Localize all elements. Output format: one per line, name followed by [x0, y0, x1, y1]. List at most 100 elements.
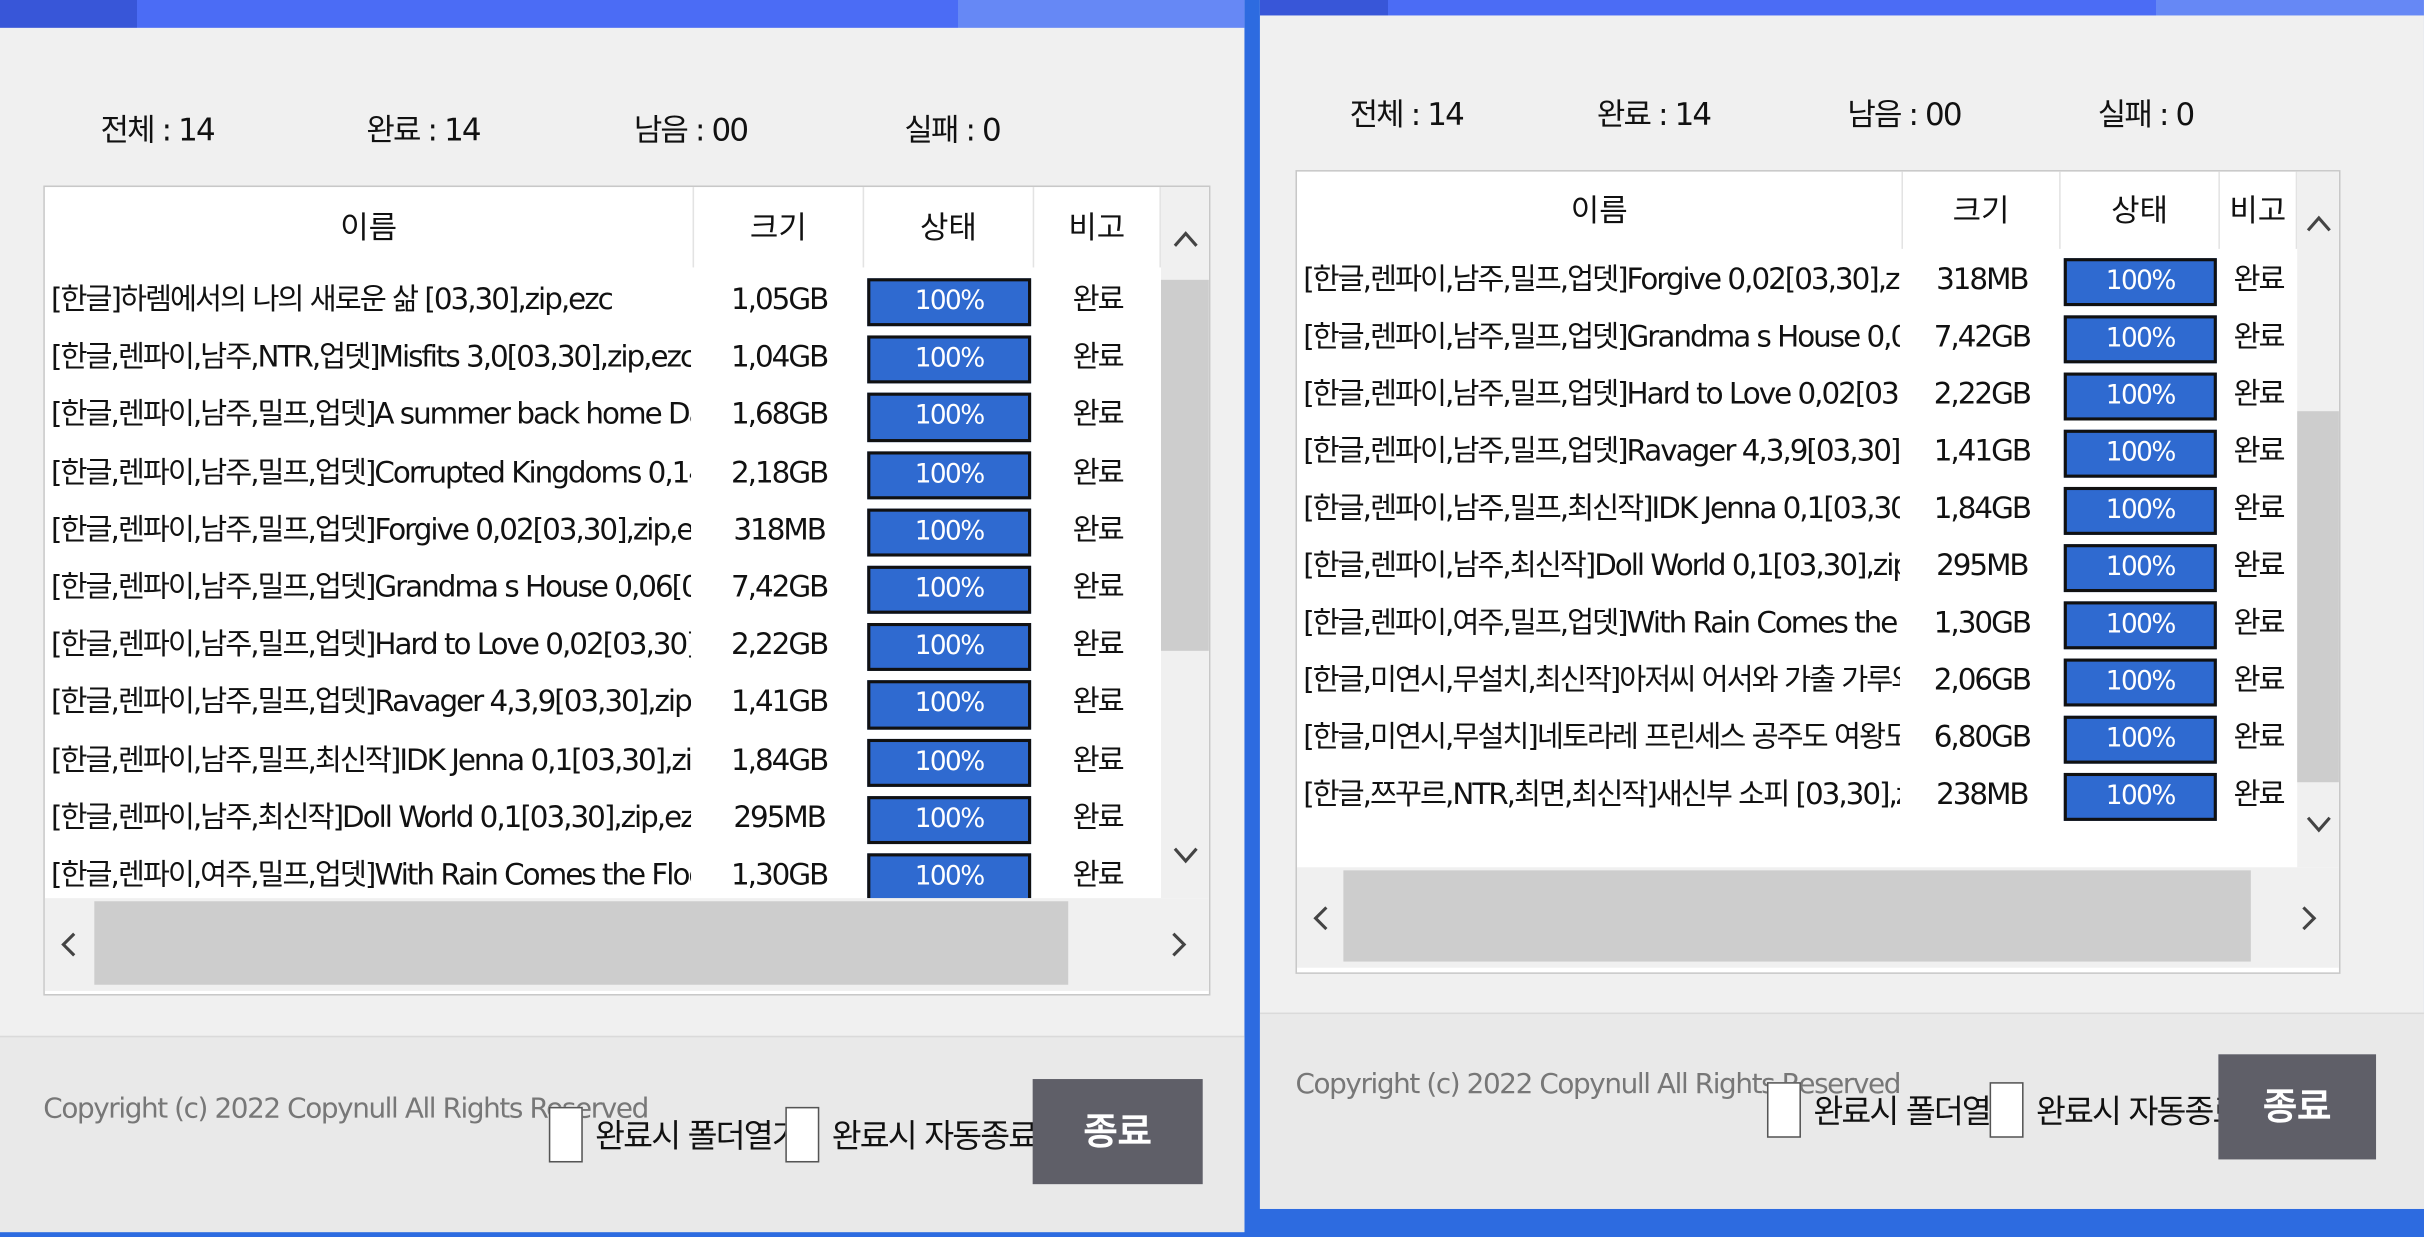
list-row[interactable]: [한글,렌파이,남주,밀프,업뎃]Grandma s House 0,06[03…	[1297, 309, 2297, 366]
list-row[interactable]: [한글,렌파이,남주,밀프,업뎃]Ravager 4,3,9[03,30],zi…	[45, 675, 1161, 732]
progress-bar: 100%	[2063, 715, 2217, 764]
checkbox[interactable]	[1989, 1082, 2024, 1138]
chevron	[1172, 847, 1197, 864]
file-name: [한글,미연시,무설치,최신작]아저씨 어서와 가출 가루와 시작하	[1303, 663, 1900, 698]
status-note: 완료	[2233, 320, 2286, 355]
progress-bar: 100%	[867, 565, 1032, 615]
list-row[interactable]: [한글,미연시,무설치]네토라레 프린세스 공주도 여왕도 여기사(6,80GB…	[1297, 710, 2297, 767]
chevron	[2306, 215, 2331, 232]
file-list: 이름 크기 상태 비고 [한글]하렘에서의 나의 새로운 삶 [03,30],zip,e…	[43, 185, 1211, 996]
progress-bar: 100%	[2063, 429, 2217, 478]
checkbox-label[interactable]: 완료시 폴더열기	[595, 1117, 801, 1155]
vertical-scrollbar[interactable]	[2297, 171, 2339, 868]
column-header[interactable]: 이름	[1297, 171, 1904, 249]
list-row[interactable]: [한글,렌파이,남주,밀프,업뎃]Ravager 4,3,9[03,30],zi…	[1297, 424, 2297, 481]
file-name: [한글,렌파이,남주,밀프,업뎃]Forgive 0,02[03,30],zip…	[1303, 262, 1900, 297]
column-header[interactable]: 이름	[45, 187, 695, 268]
checkbox-label[interactable]: 완료시 자동종료	[2035, 1092, 2242, 1131]
close-button[interactable]: 종료	[1032, 1079, 1203, 1185]
rows-area: [한글]하렘에서의 나의 새로운 삶 [03,30],zip,ezc 1,05GB…	[45, 187, 1161, 899]
status-note: 완료	[1072, 800, 1125, 835]
scroll-up[interactable]	[1169, 224, 1200, 255]
scroll-down[interactable]	[2303, 809, 2334, 840]
list-row[interactable]: [한글,렌파이,남주,밀프,업뎃]Corrupted Kingdoms 0,14…	[45, 445, 1161, 502]
file-size: 1,41GB	[1933, 434, 2032, 469]
list-row[interactable]: [한글,렌파이,남주,밀프,업뎃]Hard to Love 0,02[03,30…	[45, 617, 1161, 674]
status-note: 완료	[2233, 777, 2286, 812]
stat-label: 전체 : 14	[100, 111, 215, 149]
scroll-down[interactable]	[1169, 839, 1200, 870]
status-note: 완료	[1072, 397, 1125, 432]
chevron	[1313, 905, 1328, 930]
checkbox-label[interactable]: 완료시 자동종료	[831, 1117, 1038, 1155]
column-header[interactable]: 상태	[864, 187, 1035, 268]
list-row[interactable]: [한글,렌파이,여주,밀프,업뎃]With Rain Comes the Flo…	[1297, 595, 2297, 652]
file-size: 1,84GB	[1933, 491, 2032, 526]
file-size: 1,41GB	[730, 685, 829, 720]
app-window: 전체 : 14 완료 : 14 남음 : 00 실패 : 0 이름 크기 상태 비고 [한글,렌…	[1259, 0, 2424, 1209]
close-button[interactable]: 종료	[2218, 1054, 2377, 1160]
horizontal-scrollbar[interactable]	[1297, 867, 2339, 968]
column-header[interactable]: 상태	[2061, 171, 2220, 249]
scroll-left[interactable]	[54, 929, 85, 960]
horizontal-scrollbar[interactable]	[44, 898, 1209, 991]
vertical-scrollbar[interactable]	[1160, 187, 1209, 899]
column-header[interactable]: 비고	[1034, 187, 1161, 268]
progress-bar: 100%	[867, 795, 1032, 845]
scroll-right[interactable]	[1163, 929, 1194, 960]
scroll-right[interactable]	[2293, 902, 2324, 933]
scroll-thumb[interactable]	[2297, 411, 2339, 783]
stat-label: 남음 : 00	[1847, 95, 1962, 133]
list-row[interactable]: [한글,미연시,무설치,최신작]아저씨 어서와 가출 가루와 시작하 2,06GB…	[1297, 652, 2297, 709]
column-header[interactable]: 비고	[2220, 171, 2298, 249]
list-row[interactable]: [한글,렌파이,남주,밀프,업뎃]Hard to Love 0,02[03,30…	[1297, 366, 2297, 423]
list-row[interactable]: [한글,렌파이,남주,밀프,업뎃]Grandma s House 0,06[03…	[45, 560, 1161, 617]
list-row[interactable]: [한글,렌파이,남주,밀프,최신작]IDK Jenna 0,1[03,30],z…	[1297, 481, 2297, 538]
list-row[interactable]: [한글,렌파이,남주,밀프,업뎃]A summer back home Day,…	[45, 387, 1161, 444]
progress-bar: 100%	[2063, 601, 2217, 650]
checkbox[interactable]	[785, 1106, 820, 1163]
title-bar	[1259, 0, 2424, 16]
list-row[interactable]: [한글]하렘에서의 나의 새로운 삶 [03,30],zip,ezc 1,05GB…	[45, 272, 1161, 329]
scroll-thumb[interactable]	[94, 901, 1069, 985]
file-size: 1,04GB	[730, 340, 829, 375]
column-header[interactable]: 크기	[694, 187, 865, 268]
status-note: 완료	[1072, 455, 1125, 490]
file-name: [한글,렌파이,여주,밀프,업뎃]With Rain Comes the Flo…	[1303, 605, 1900, 641]
progress-bar: 100%	[867, 623, 1032, 672]
file-size: 2,06GB	[1933, 663, 2032, 698]
progress-bar: 100%	[2063, 315, 2217, 364]
status-note: 완료	[1072, 685, 1125, 720]
file-size: 2,22GB	[1933, 377, 2032, 412]
status-note: 완료	[2233, 377, 2286, 412]
list-row[interactable]: [한글,렌파이,남주,밀프,업뎃]Forgive 0,02[03,30],zip…	[1297, 252, 2297, 309]
progress-bar: 100%	[2063, 258, 2217, 307]
checkbox-label[interactable]: 완료시 폴더열기	[1813, 1092, 2019, 1131]
file-name: [한글,렌파이,남주,밀프,업뎃]Grandma s House 0,06[03…	[1303, 320, 1900, 355]
file-size: 1,84GB	[730, 742, 829, 777]
column-header[interactable]: 크기	[1903, 171, 2061, 249]
file-name: [한글,렌파이,남주,밀프,업뎃]Forgive 0,02[03,30],zip…	[51, 512, 692, 547]
progress-bar: 100%	[2063, 486, 2217, 535]
scroll-left[interactable]	[1306, 902, 1337, 933]
checkbox[interactable]	[548, 1106, 583, 1163]
status-note: 완료	[1072, 742, 1125, 777]
list-row[interactable]: [한글,렌파이,남주,밀프,최신작]IDK Jenna 0,1[03,30],z…	[45, 732, 1161, 789]
list-row[interactable]: [한글,렌파이,남주,최신작]Doll World 0,1[03,30],zip…	[1297, 538, 2297, 595]
list-row[interactable]: [한글,쯔꾸르,NTR,최면,최신작]새신부 소피 [03,30],zip,ez…	[1297, 767, 2297, 824]
list-row[interactable]: [한글,렌파이,남주,최신작]Doll World 0,1[03,30],zip…	[45, 790, 1161, 847]
checkbox[interactable]	[1766, 1082, 1801, 1138]
status-note: 완료	[1072, 282, 1125, 317]
list-row[interactable]: [한글,렌파이,여주,밀프,업뎃]With Rain Comes the Flo…	[45, 847, 1161, 899]
stat-label: 전체 : 14	[1349, 95, 1465, 133]
scroll-up[interactable]	[2303, 209, 2334, 240]
scroll-thumb[interactable]	[1343, 870, 2251, 962]
scroll-thumb[interactable]	[1160, 279, 1209, 651]
title-bar	[0, 0, 1245, 28]
copyright: Copyright (c) 2022 Copynull All Rights R…	[1295, 1068, 1901, 1101]
chevron	[2306, 816, 2331, 833]
chevron	[1172, 231, 1197, 247]
list-row[interactable]: [한글,렌파이,남주,밀프,업뎃]Forgive 0,02[03,30],zip…	[45, 502, 1161, 559]
list-row[interactable]: [한글,렌파이,남주,NTR,업뎃]Misfits 3,0[03,30],zip…	[45, 330, 1161, 387]
